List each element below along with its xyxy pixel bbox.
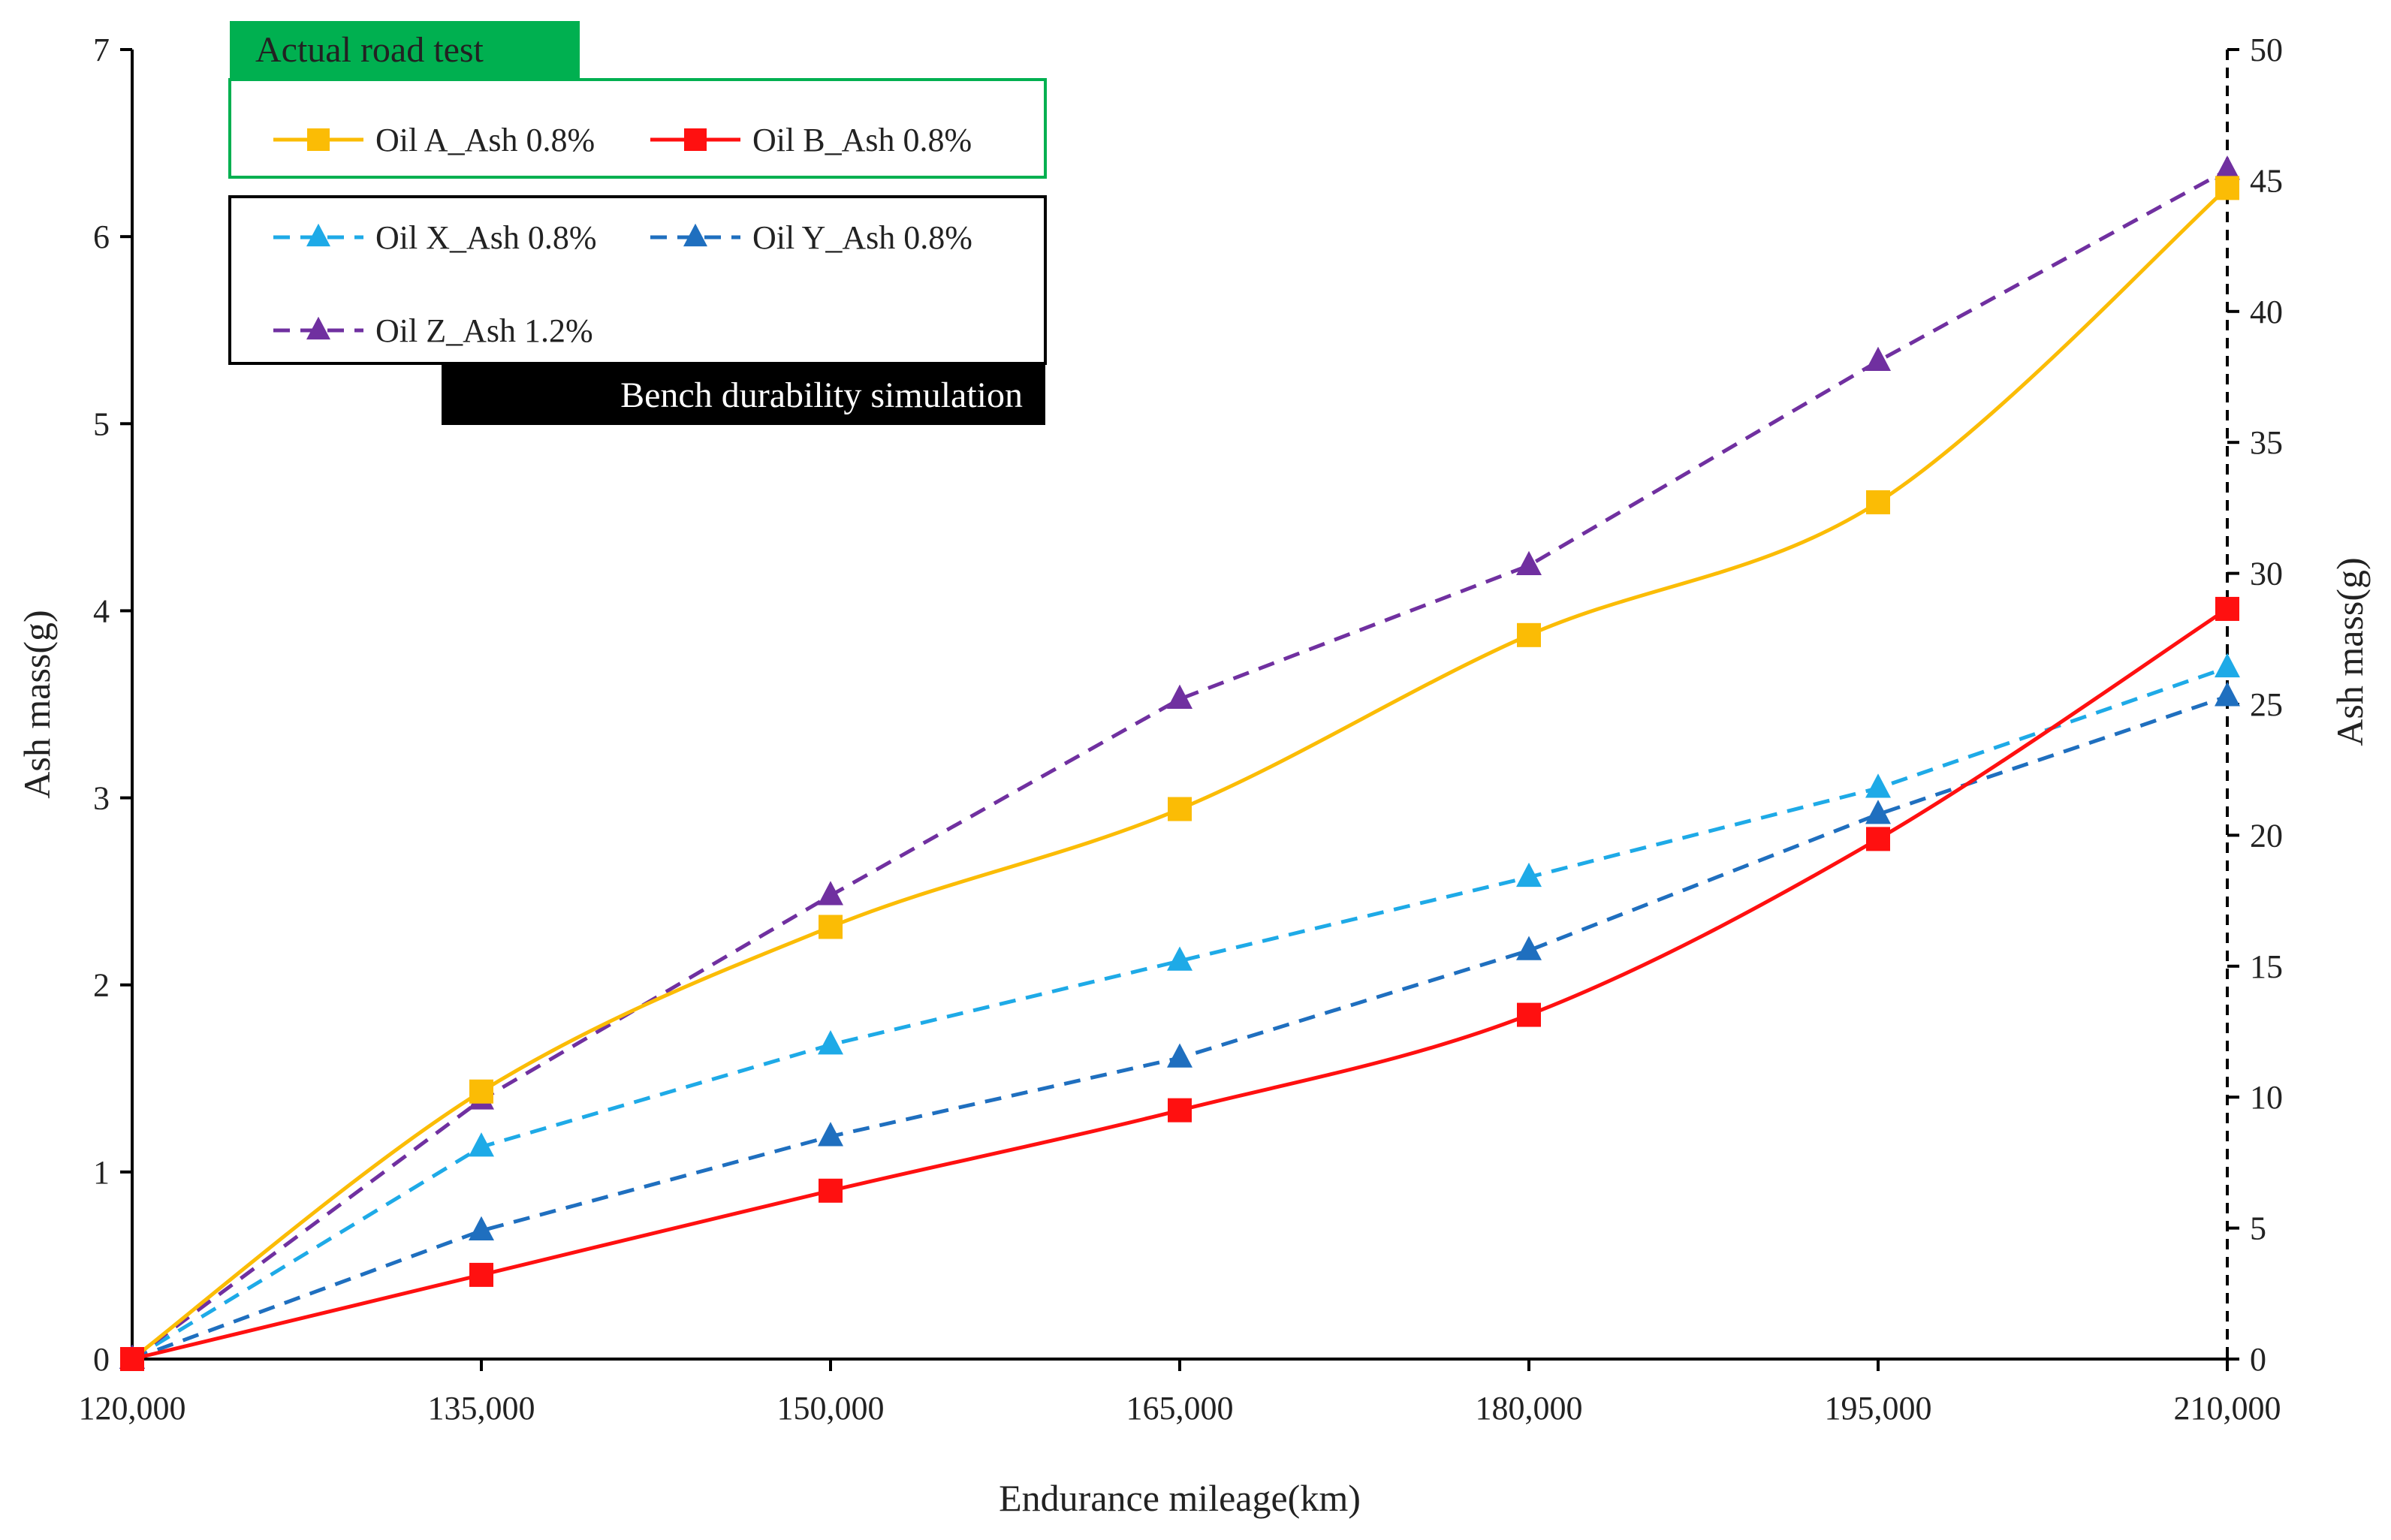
legend-entry: Oil Z_Ash 1.2% xyxy=(273,312,593,349)
series-line xyxy=(131,665,2228,1361)
legend-label: Oil B_Ash 0.8% xyxy=(752,122,972,158)
y-right-tick-label: 30 xyxy=(2250,556,2283,592)
legend-swatch-marker xyxy=(307,128,330,151)
data-point xyxy=(2215,155,2240,180)
legend-group-bench-box xyxy=(228,195,1047,365)
data-point xyxy=(819,915,843,939)
series-oil-x-ash-0-8- xyxy=(119,652,2240,1369)
data-point xyxy=(469,1132,494,1157)
data-point xyxy=(1167,946,1192,971)
legend-group-road-title: Actual road test xyxy=(255,30,484,70)
y-right-tick-label: 45 xyxy=(2250,162,2283,199)
legend-swatch-marker xyxy=(306,223,330,247)
legend-group-bench-banner xyxy=(442,365,1045,425)
y-right-tick-label: 35 xyxy=(2250,424,2283,461)
legend-label: Oil X_Ash 0.8% xyxy=(375,219,597,256)
y-right-tick-label: 40 xyxy=(2250,294,2283,330)
data-point xyxy=(1516,936,1542,960)
data-point xyxy=(1168,797,1192,821)
data-point xyxy=(2215,596,2239,621)
data-point xyxy=(819,1178,843,1203)
x-tick-label: 195,000 xyxy=(1825,1390,1932,1427)
data-point xyxy=(1167,684,1192,709)
legend-entry: Oil Y_Ash 0.8% xyxy=(650,219,972,256)
x-tick-label: 150,000 xyxy=(777,1390,885,1427)
data-point xyxy=(1866,490,1890,514)
legend-entry: Oil A_Ash 0.8% xyxy=(273,122,595,158)
legend-label: Oil Z_Ash 1.2% xyxy=(375,312,593,349)
data-point xyxy=(818,1030,843,1055)
y-left-tick-label: 5 xyxy=(93,405,110,442)
y-right-tick-label: 20 xyxy=(2250,817,2283,854)
legend-layer: Actual road test Oil A_Ash 0.8% Oil B_Ash … xyxy=(228,21,1047,425)
x-tick-label: 165,000 xyxy=(1126,1390,1234,1427)
y-left-tick-label: 1 xyxy=(93,1154,110,1191)
data-point xyxy=(1516,862,1542,888)
x-axis-title: Endurance mileage(km) xyxy=(999,1477,1361,1519)
y-axis-right-title: Ash mass(g) xyxy=(2329,557,2371,746)
data-point xyxy=(1168,1098,1192,1123)
x-tick-label: 120,000 xyxy=(79,1390,186,1427)
x-tick-label: 180,000 xyxy=(1476,1390,1583,1427)
data-point xyxy=(1865,800,1891,824)
data-point xyxy=(1865,346,1891,371)
data-point xyxy=(1167,1043,1192,1068)
y-left-tick-label: 6 xyxy=(93,218,110,255)
series-line xyxy=(131,607,2229,1361)
y-left-tick-label: 4 xyxy=(93,592,110,629)
legend-entry: Oil B_Ash 0.8% xyxy=(650,122,972,158)
y-left-tick-label: 7 xyxy=(93,32,110,68)
data-point xyxy=(1517,1002,1541,1027)
y-right-tick-label: 50 xyxy=(2250,32,2283,68)
data-point xyxy=(1866,827,1890,851)
series-oil-y-ash-0-8- xyxy=(119,682,2240,1369)
data-point xyxy=(469,1262,493,1287)
data-point xyxy=(2215,682,2240,707)
y-right-tick-label: 0 xyxy=(2250,1341,2266,1378)
series-layer xyxy=(119,155,2240,1371)
legend-swatch-marker xyxy=(684,128,707,151)
y-left-tick-label: 0 xyxy=(93,1341,110,1378)
x-tick-label: 210,000 xyxy=(2174,1390,2281,1427)
legend-swatch-marker xyxy=(306,316,330,340)
data-point xyxy=(1516,550,1542,576)
y-right-tick-label: 25 xyxy=(2250,686,2283,723)
x-tick-label: 135,000 xyxy=(428,1390,535,1427)
data-point xyxy=(2215,652,2240,678)
data-point xyxy=(469,1079,493,1104)
legend-group-road-box xyxy=(228,78,1047,179)
y-axis-left-title: Ash mass(g) xyxy=(16,610,58,798)
series-oil-b-ash-0-8- xyxy=(120,596,2239,1371)
data-point xyxy=(818,881,843,906)
legend-group-road-banner xyxy=(230,21,580,78)
data-point xyxy=(818,1122,843,1147)
data-point xyxy=(120,1347,144,1371)
y-right-tick-label: 15 xyxy=(2250,948,2283,985)
y-left-tick-label: 3 xyxy=(93,780,110,817)
legend-label: Oil A_Ash 0.8% xyxy=(375,122,595,158)
y-left-tick-label: 2 xyxy=(93,967,110,1004)
y-right-tick-label: 10 xyxy=(2250,1079,2283,1116)
legend-label: Oil Y_Ash 0.8% xyxy=(752,219,972,256)
data-point xyxy=(1517,622,1541,647)
data-point xyxy=(1865,773,1891,798)
series-line xyxy=(131,695,2228,1361)
data-point xyxy=(2215,176,2239,200)
legend-entry: Oil X_Ash 0.8% xyxy=(273,219,597,256)
legend-swatch-marker xyxy=(683,223,707,247)
y-right-tick-label: 5 xyxy=(2250,1210,2266,1247)
series-oil-a-ash-0-8- xyxy=(120,176,2239,1371)
data-point xyxy=(469,1216,494,1241)
legend-group-bench-title: Bench durability simulation xyxy=(620,375,1023,415)
